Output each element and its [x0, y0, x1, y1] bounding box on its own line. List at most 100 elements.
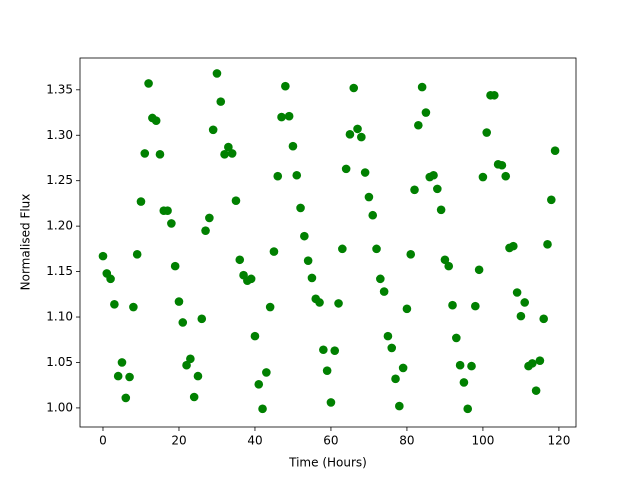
point — [250, 331, 260, 341]
point — [474, 265, 484, 275]
point — [478, 172, 488, 182]
x-tick-label: 40 — [247, 434, 262, 448]
point — [338, 244, 347, 254]
point — [368, 210, 378, 220]
point — [319, 345, 328, 355]
point — [284, 111, 294, 121]
point — [528, 359, 537, 368]
point — [391, 374, 400, 384]
point — [357, 132, 366, 142]
point — [539, 314, 549, 324]
point — [345, 130, 355, 139]
point — [326, 398, 336, 407]
point — [125, 372, 134, 382]
y-tick-label: 1.20 — [46, 219, 73, 233]
point — [455, 360, 465, 370]
point — [410, 185, 419, 195]
point — [379, 287, 389, 296]
point — [471, 301, 480, 311]
y-tick-label: 1.30 — [46, 128, 73, 142]
point — [417, 82, 427, 92]
point — [113, 371, 123, 381]
point — [398, 363, 408, 373]
point — [341, 164, 351, 174]
point — [334, 299, 343, 308]
point — [254, 379, 264, 389]
point — [497, 160, 507, 170]
point — [170, 261, 180, 271]
point — [224, 142, 233, 152]
point — [174, 297, 184, 306]
point — [296, 203, 305, 213]
point — [129, 302, 138, 312]
point — [136, 197, 146, 206]
point — [197, 314, 207, 324]
point — [467, 361, 476, 371]
point — [376, 274, 385, 284]
point — [372, 244, 381, 254]
point — [98, 251, 108, 261]
point — [205, 213, 214, 223]
point — [201, 226, 210, 235]
point — [433, 184, 442, 194]
point — [448, 300, 457, 310]
point — [516, 311, 526, 321]
point — [262, 368, 271, 377]
point — [429, 170, 438, 180]
point — [246, 274, 256, 284]
x-axis-label: Time (Hours) — [288, 456, 367, 470]
point — [281, 81, 290, 91]
point — [482, 128, 492, 137]
y-tick-label: 1.00 — [46, 400, 73, 414]
point — [414, 120, 423, 130]
point — [303, 256, 313, 265]
point — [151, 116, 161, 126]
x-tick-label: 120 — [547, 434, 570, 448]
point — [258, 404, 267, 414]
point — [292, 170, 302, 180]
x-tick-label: 80 — [399, 434, 414, 448]
point — [189, 392, 199, 402]
point — [436, 205, 446, 215]
point — [144, 79, 153, 88]
y-tick-label: 1.10 — [46, 310, 73, 324]
point — [167, 219, 176, 228]
point — [459, 378, 469, 387]
point — [402, 304, 412, 314]
point — [269, 247, 279, 256]
point — [307, 273, 317, 283]
point — [186, 354, 195, 364]
point — [121, 393, 131, 403]
point — [531, 386, 541, 395]
point — [535, 356, 545, 365]
point — [178, 318, 188, 327]
y-tick-label: 1.05 — [46, 355, 73, 369]
point — [220, 150, 229, 159]
point — [509, 241, 518, 251]
point — [300, 231, 309, 241]
x-tick-label: 0 — [99, 434, 107, 448]
y-axis-label: Normalised Flux — [19, 194, 33, 291]
point — [364, 192, 374, 202]
y-tick-label: 1.35 — [46, 82, 73, 96]
point — [387, 343, 397, 353]
point — [421, 108, 431, 117]
point — [360, 168, 370, 177]
point — [231, 196, 241, 205]
point — [212, 69, 222, 78]
point — [208, 125, 218, 135]
point — [132, 250, 142, 259]
point — [463, 404, 473, 414]
y-tick-label: 1.15 — [46, 264, 73, 278]
point — [155, 150, 165, 159]
y-tick-label: 1.25 — [46, 173, 73, 187]
point — [182, 360, 191, 370]
point — [322, 366, 332, 375]
x-tick-label: 60 — [323, 434, 338, 448]
point — [543, 240, 552, 249]
point — [273, 171, 283, 181]
point — [235, 255, 245, 265]
point — [106, 274, 115, 284]
